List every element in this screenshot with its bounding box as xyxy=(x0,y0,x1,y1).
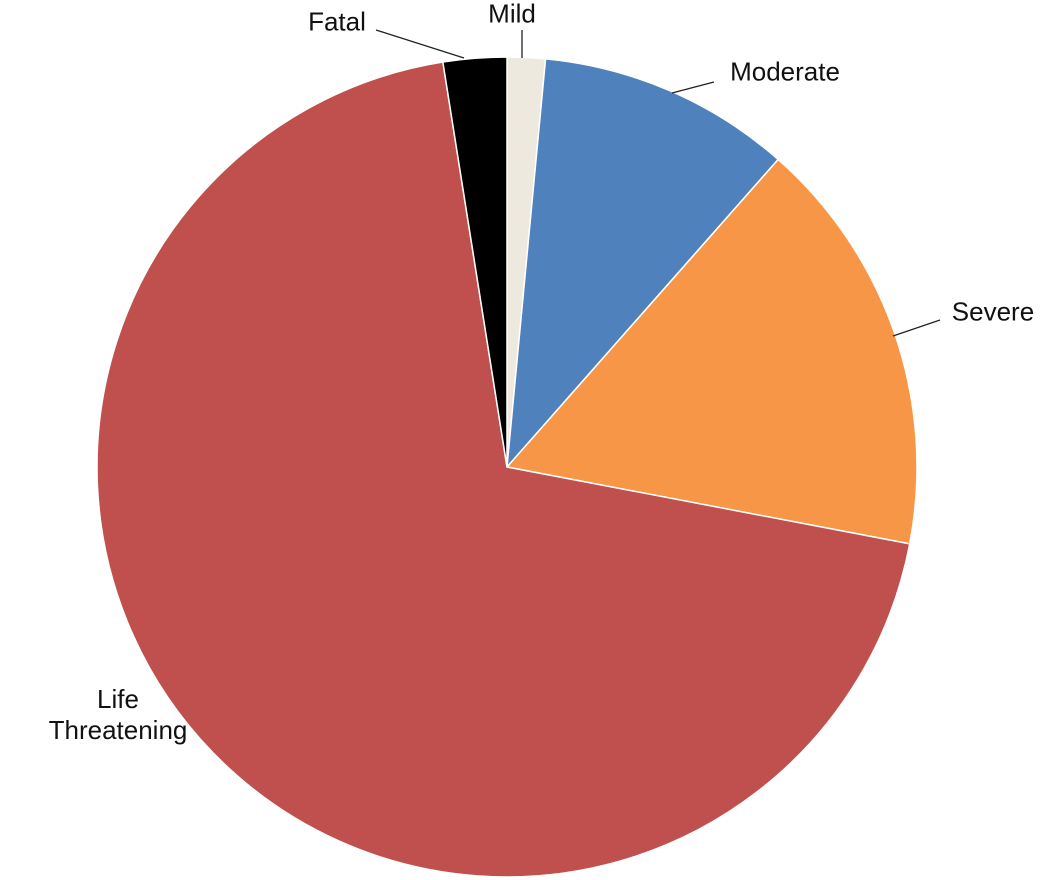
leader-line xyxy=(892,319,941,337)
slice-label: Moderate xyxy=(730,56,840,87)
pie-slice xyxy=(505,158,918,545)
slice-label: Severe xyxy=(951,296,1035,327)
pie-slice xyxy=(96,61,911,878)
leader-line xyxy=(375,29,465,59)
leader-line xyxy=(671,81,715,94)
pie-slice xyxy=(506,58,780,470)
slice-label: Life Threatening xyxy=(48,684,188,745)
slice-label: Mild xyxy=(488,0,536,29)
slice-label: Fatal xyxy=(308,6,366,37)
pie-slice xyxy=(442,56,508,468)
